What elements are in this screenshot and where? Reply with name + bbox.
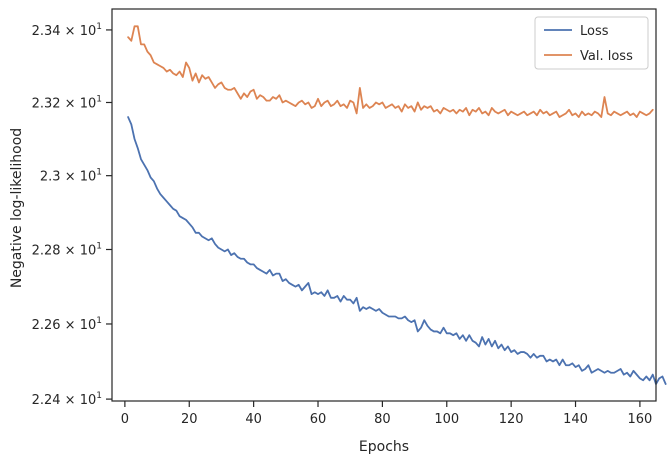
series-line-val-loss xyxy=(127,25,654,118)
x-tick-label: 120 xyxy=(499,412,524,427)
x-tick-label: 80 xyxy=(374,412,391,427)
x-tick-label: 160 xyxy=(627,412,652,427)
y-tick-label: 2.32 × 101 xyxy=(32,94,102,111)
x-tick-label: 140 xyxy=(563,412,588,427)
x-axis-ticks: 0 20 40 60 80 100 120 140 160 xyxy=(121,401,652,427)
legend-label-loss: Loss xyxy=(580,24,609,39)
series-line-loss xyxy=(127,116,667,385)
y-tick-label: 2.34 × 101 xyxy=(32,22,102,39)
y-axis-ticks: 2.24 × 101 2.26 × 101 2.28 × 101 2.3 × 101 2… xyxy=(32,22,112,408)
x-tick-label: 40 xyxy=(245,412,262,427)
x-axis-title: Epochs xyxy=(359,439,409,455)
x-tick-label: 20 xyxy=(181,412,198,427)
x-tick-label: 0 xyxy=(121,412,129,427)
legend: Loss Val. loss xyxy=(534,16,649,70)
x-tick-label: 60 xyxy=(310,412,327,427)
series-layer xyxy=(127,25,667,385)
legend-label-val-loss: Val. loss xyxy=(580,49,633,64)
y-tick-label: 2.26 × 101 xyxy=(32,316,102,333)
y-tick-label: 2.24 × 101 xyxy=(32,391,102,408)
y-axis-title: Negative log-likelihood xyxy=(9,128,25,288)
y-tick-label: 2.3 × 101 xyxy=(40,168,102,185)
plot-area-frame xyxy=(111,8,657,402)
y-tick-label: 2.28 × 101 xyxy=(32,241,102,258)
x-tick-label: 100 xyxy=(434,412,459,427)
